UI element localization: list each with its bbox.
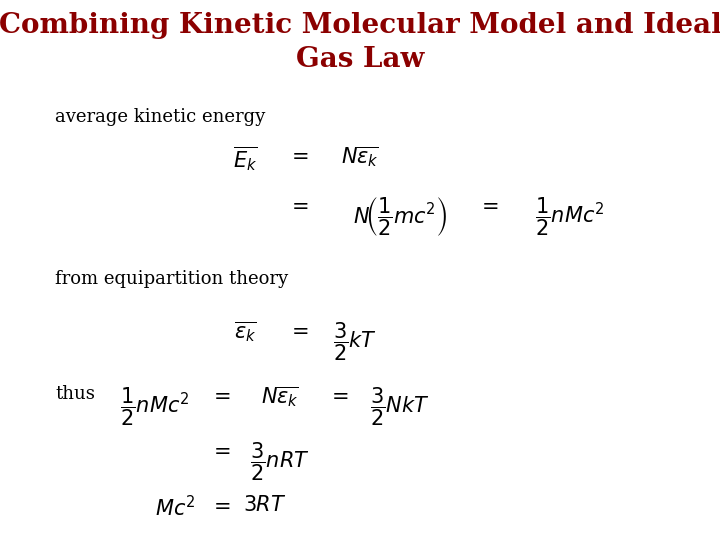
Text: $=$: $=$ xyxy=(210,440,230,460)
Text: $\dfrac{1}{2}nMc^{2}$: $\dfrac{1}{2}nMc^{2}$ xyxy=(120,385,190,428)
Text: $Mc^{2}$: $Mc^{2}$ xyxy=(155,495,195,520)
Text: $N\!\left(\dfrac{1}{2}mc^{2}\right)$: $N\!\left(\dfrac{1}{2}mc^{2}\right)$ xyxy=(353,195,447,238)
Text: $\overline{\epsilon_k}$: $\overline{\epsilon_k}$ xyxy=(234,320,256,345)
Text: thus: thus xyxy=(55,385,95,403)
Text: $\overline{E_k}$: $\overline{E_k}$ xyxy=(233,145,257,174)
Text: $N\overline{\epsilon_k}$: $N\overline{\epsilon_k}$ xyxy=(261,385,299,410)
Text: $=$: $=$ xyxy=(287,320,309,340)
Text: $=$: $=$ xyxy=(287,195,309,215)
Text: $\dfrac{3}{2}nRT$: $\dfrac{3}{2}nRT$ xyxy=(250,440,310,483)
Text: $=$: $=$ xyxy=(210,385,230,405)
Text: $3RT$: $3RT$ xyxy=(243,495,287,515)
Text: $=$: $=$ xyxy=(328,385,348,405)
Text: average kinetic energy: average kinetic energy xyxy=(55,108,265,126)
Text: $=$: $=$ xyxy=(210,495,230,515)
Text: $\dfrac{3}{2}kT$: $\dfrac{3}{2}kT$ xyxy=(333,320,377,362)
Text: $\dfrac{1}{2}nMc^{2}$: $\dfrac{1}{2}nMc^{2}$ xyxy=(535,195,605,238)
Text: $\dfrac{3}{2}NkT$: $\dfrac{3}{2}NkT$ xyxy=(370,385,430,428)
Text: Combining Kinetic Molecular Model and Ideal: Combining Kinetic Molecular Model and Id… xyxy=(0,12,720,39)
Text: from equipartition theory: from equipartition theory xyxy=(55,270,288,288)
Text: $=$: $=$ xyxy=(287,145,309,165)
Text: $N\overline{\epsilon_k}$: $N\overline{\epsilon_k}$ xyxy=(341,145,379,170)
Text: Gas Law: Gas Law xyxy=(296,46,424,73)
Text: $=$: $=$ xyxy=(477,195,499,215)
